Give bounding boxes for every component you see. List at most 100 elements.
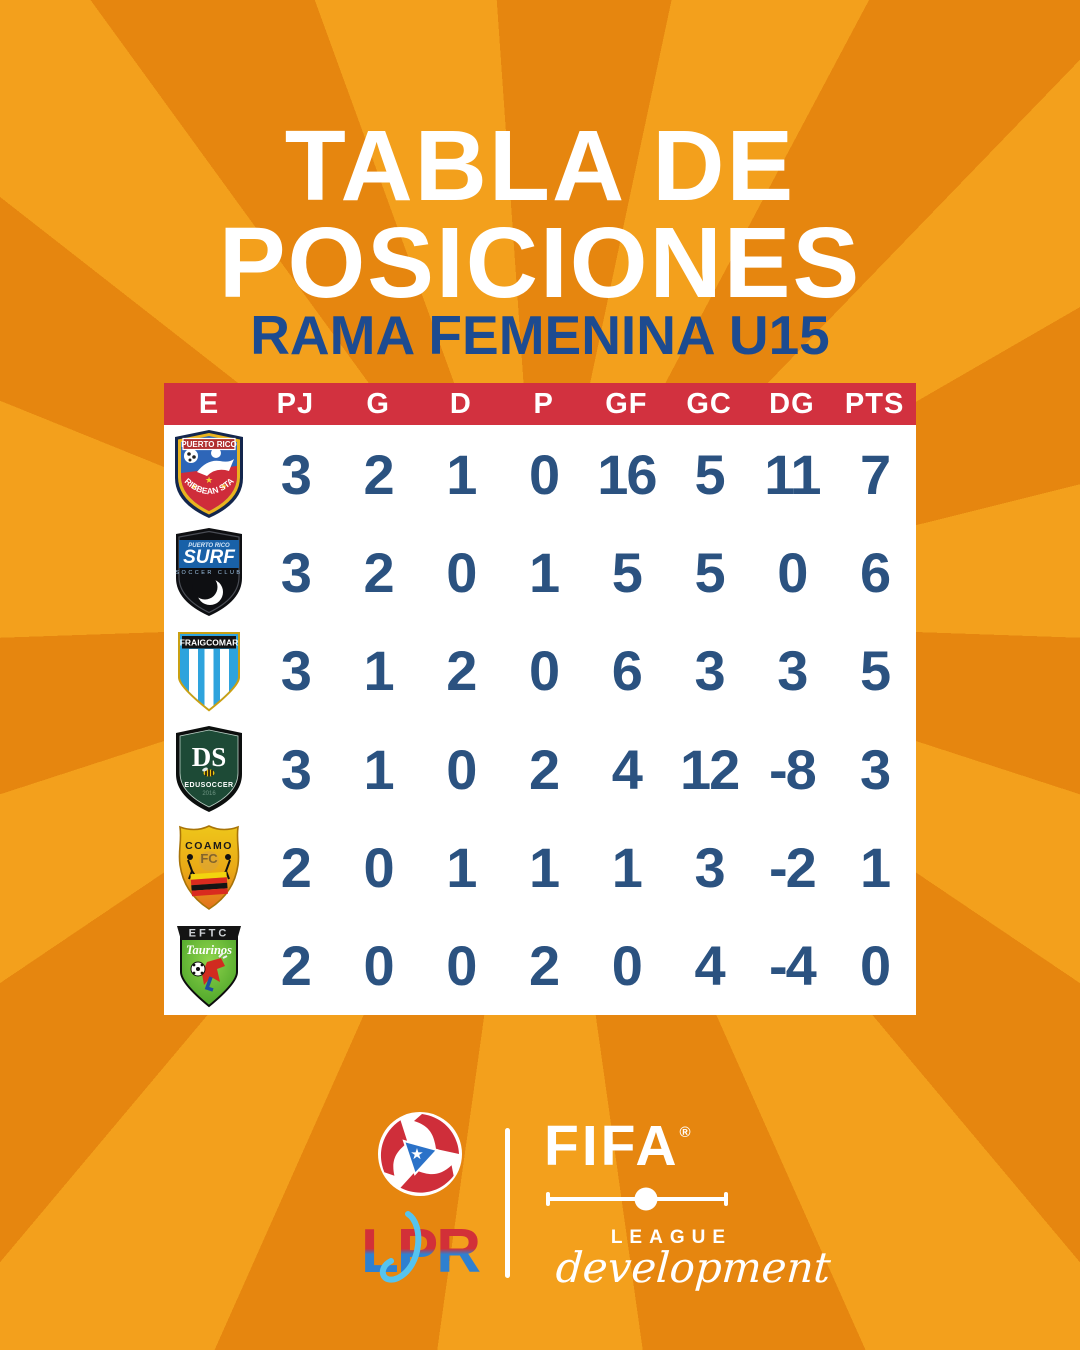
coamo-fc-crest-icon: COAMO FC (178, 825, 240, 911)
stat-d: 0 (446, 934, 477, 998)
column-header-e: E (198, 387, 220, 420)
stat-gf: 4 (611, 737, 643, 801)
lpr-wordmark-text: LPR (361, 1217, 480, 1286)
stat-p: 0 (529, 639, 560, 703)
svg-text:★: ★ (410, 1146, 423, 1163)
table-row: FRAIGCOMAR 3 1 2 0 6 3 3 5 (164, 622, 916, 720)
fifa-timeline-dot-icon (634, 1187, 658, 1211)
stat-gf: 1 (611, 835, 643, 899)
column-header-g: G (366, 387, 390, 420)
eftc-banner-text: EFTC (189, 927, 230, 939)
stat-gc: 5 (694, 442, 726, 506)
stat-dg: 3 (777, 639, 808, 703)
fraigcomar-crest-icon: FRAIGCOMAR (178, 631, 240, 712)
table-row: COAMO FC (164, 818, 916, 916)
stat-g: 0 (363, 835, 395, 899)
stat-p: 2 (529, 934, 560, 998)
fifa-development-label: development (554, 1243, 833, 1292)
stat-d: 2 (446, 639, 477, 703)
eftc-taurinos-crest-icon: EFTC Taurinos (177, 925, 241, 1008)
team-logo-ds-edusoccer: DS EDUSOCCER 2016 (164, 723, 254, 815)
stat-dg: -2 (768, 835, 817, 899)
surf-top-text: PUERTO RICO (188, 543, 230, 549)
table-body: ★ ★ ★ PUERTO RICO CARIBBEAN STARS 3 2 1 … (164, 425, 916, 1015)
page-title-line2: POSICIONES (218, 207, 862, 319)
stat-pts: 6 (860, 540, 891, 604)
column-header-pts: PTS (844, 387, 905, 420)
page-title: TABLA DE POSICIONES (0, 110, 1080, 319)
column-header-d: D (449, 387, 472, 420)
fifa-league-development-logo: FIFA® LEAGUE development (544, 1114, 832, 1293)
pr-surf-crest-icon: PUERTO RICO SURF SOCCER CLUB (175, 528, 242, 617)
fifa-wordmark: FIFA® (544, 1114, 691, 1178)
stat-pts: 1 (860, 835, 891, 899)
svg-text:★: ★ (190, 482, 197, 491)
team-logo-coamo-fc: COAMO FC (164, 821, 254, 913)
stat-pts: 3 (860, 737, 891, 801)
eftc-name-text: Taurinos (186, 943, 232, 957)
table-header: E PJ G D P GF GC DG PTS (164, 383, 916, 425)
column-header-gc: GC (686, 387, 732, 420)
lpr-league-logo: ★ LPR (350, 1106, 490, 1291)
standings-table: E PJ G D P GF GC DG PTS (164, 383, 916, 1015)
stat-gf: 6 (611, 639, 643, 703)
stat-g: 0 (363, 934, 395, 998)
stat-p: 1 (529, 540, 560, 604)
stat-p: 2 (529, 737, 560, 801)
team-logo-caribbean-stars: ★ ★ ★ PUERTO RICO CARIBBEAN STARS (164, 428, 254, 520)
stat-d: 0 (446, 540, 477, 604)
table-row: ★ ★ ★ PUERTO RICO CARIBBEAN STARS 3 2 1 … (164, 425, 916, 523)
footer-divider (505, 1128, 510, 1278)
stat-d: 0 (446, 737, 477, 801)
stat-dg: -8 (768, 737, 817, 801)
team-logo-fraigcomar: FRAIGCOMAR (164, 625, 254, 717)
team-logo-pr-surf: PUERTO RICO SURF SOCCER CLUB (164, 526, 254, 618)
stat-p: 1 (529, 835, 560, 899)
ds-initials-text: DS (192, 742, 227, 772)
table-row: PUERTO RICO SURF SOCCER CLUB 3 2 0 1 5 5… (164, 523, 916, 621)
stat-gc: 5 (694, 540, 726, 604)
surf-sub-text: SOCCER CLUB (175, 570, 242, 576)
stat-pj: 3 (280, 442, 312, 506)
column-header-p: P (533, 387, 554, 420)
stat-pj: 2 (280, 835, 312, 899)
column-header-pj: PJ (276, 387, 315, 420)
ds-year-text: 2016 (202, 791, 216, 797)
stat-gc: 3 (694, 639, 726, 703)
column-header-gf: GF (605, 387, 648, 420)
stat-gf: 5 (611, 540, 643, 604)
stat-d: 1 (446, 835, 477, 899)
stat-gc: 12 (679, 737, 740, 801)
svg-text:★: ★ (220, 482, 227, 491)
column-header-dg: DG (769, 387, 815, 420)
stat-pj: 2 (280, 934, 312, 998)
surf-main-text: SURF (183, 547, 236, 568)
ds-edusoccer-crest-icon: DS EDUSOCCER 2016 (176, 726, 242, 813)
stat-gc: 4 (694, 934, 726, 998)
stat-gf: 0 (611, 934, 643, 998)
stat-pj: 3 (280, 737, 312, 801)
stat-pts: 7 (860, 442, 891, 506)
coamo-line1-text: COAMO (185, 840, 233, 852)
stat-g: 1 (363, 737, 395, 801)
stat-dg: 11 (764, 442, 821, 506)
registered-mark: ® (679, 1124, 691, 1141)
stat-pj: 3 (280, 639, 312, 703)
stat-dg: -4 (768, 934, 817, 998)
page-title-line1: TABLA DE (284, 110, 796, 222)
fifa-timeline-icon (546, 1187, 728, 1211)
stat-p: 0 (529, 442, 560, 506)
caribbean-top-text: PUERTO RICO (181, 440, 236, 449)
stat-pj: 3 (280, 540, 312, 604)
stat-pts: 5 (860, 639, 891, 703)
lpr-ball-icon: ★ LPR (361, 1112, 482, 1286)
fifa-league-label: LEAGUE (610, 1227, 732, 1248)
stat-pts: 0 (860, 934, 891, 998)
stat-g: 2 (363, 442, 395, 506)
stat-gf: 16 (597, 442, 657, 506)
table-row: EFTC Taurinos 2 0 0 (164, 917, 916, 1015)
stat-d: 1 (446, 442, 477, 506)
ds-name-text: EDUSOCCER (184, 782, 233, 789)
stat-g: 2 (363, 540, 395, 604)
